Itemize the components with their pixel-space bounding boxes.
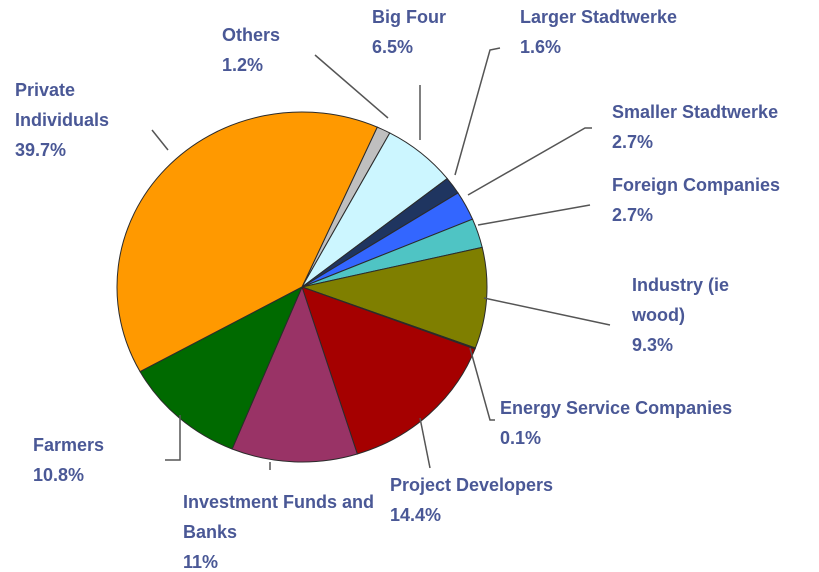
slice-label: Smaller Stadtwerke 2.7% [612,97,812,157]
leader-line [165,415,181,461]
category-name: Private Individuals [15,80,110,130]
slice-label: Investment Funds and Banks 11% [183,487,383,572]
value-label: 9.3% [632,335,674,355]
slice-label: Private Individuals 39.7% [15,75,165,165]
category-name: Energy Service Companies [500,398,733,418]
value-label: 2.7% [612,132,654,152]
slice-label: Others 1.2% [222,20,322,80]
value-label: 0.1% [500,428,542,448]
slice-label: Industry (ie wood) 9.3% [632,270,757,360]
slice-label: Big Four 6.5% [372,2,472,62]
slice-label: Energy Service Companies 0.1% [500,393,800,453]
leader-line [314,54,389,119]
category-name: Smaller Stadtwerke [612,102,779,122]
leader-line [469,347,495,421]
leader-line [467,127,592,196]
category-name: Investment Funds and Banks [183,492,375,542]
leader-line [477,204,591,226]
leader-line [151,129,169,151]
pie-slice [231,285,358,463]
slice-label: Farmers 10.8% [33,430,153,490]
category-name: Foreign Companies [612,175,781,195]
slice-label: Larger Stadtwerke 1.6% [520,2,720,62]
slice-label: Foreign Companies 2.7% [612,170,812,230]
leader-line [454,47,501,176]
pie-slice [139,285,304,450]
value-label: 39.7% [15,140,67,160]
category-name: Project Developers [390,475,554,495]
leader-line [483,297,611,326]
value-label: 1.6% [520,37,562,57]
category-name: Others [222,25,281,45]
category-name: Big Four [372,7,446,27]
category-name: Farmers [33,435,105,455]
value-label: 14.4% [390,505,442,525]
leader-line [419,417,431,469]
value-label: 6.5% [372,37,414,57]
category-name: Industry (ie wood) [632,275,730,325]
value-label: 2.7% [612,205,654,225]
value-label: 10.8% [33,465,85,485]
category-name: Larger Stadtwerke [520,7,678,27]
pie-slice [116,111,378,373]
pie-slice [301,286,476,455]
value-label: 1.2% [222,55,264,75]
value-label: 11% [183,552,219,572]
slice-label: Project Developers 14.4% [390,470,610,530]
